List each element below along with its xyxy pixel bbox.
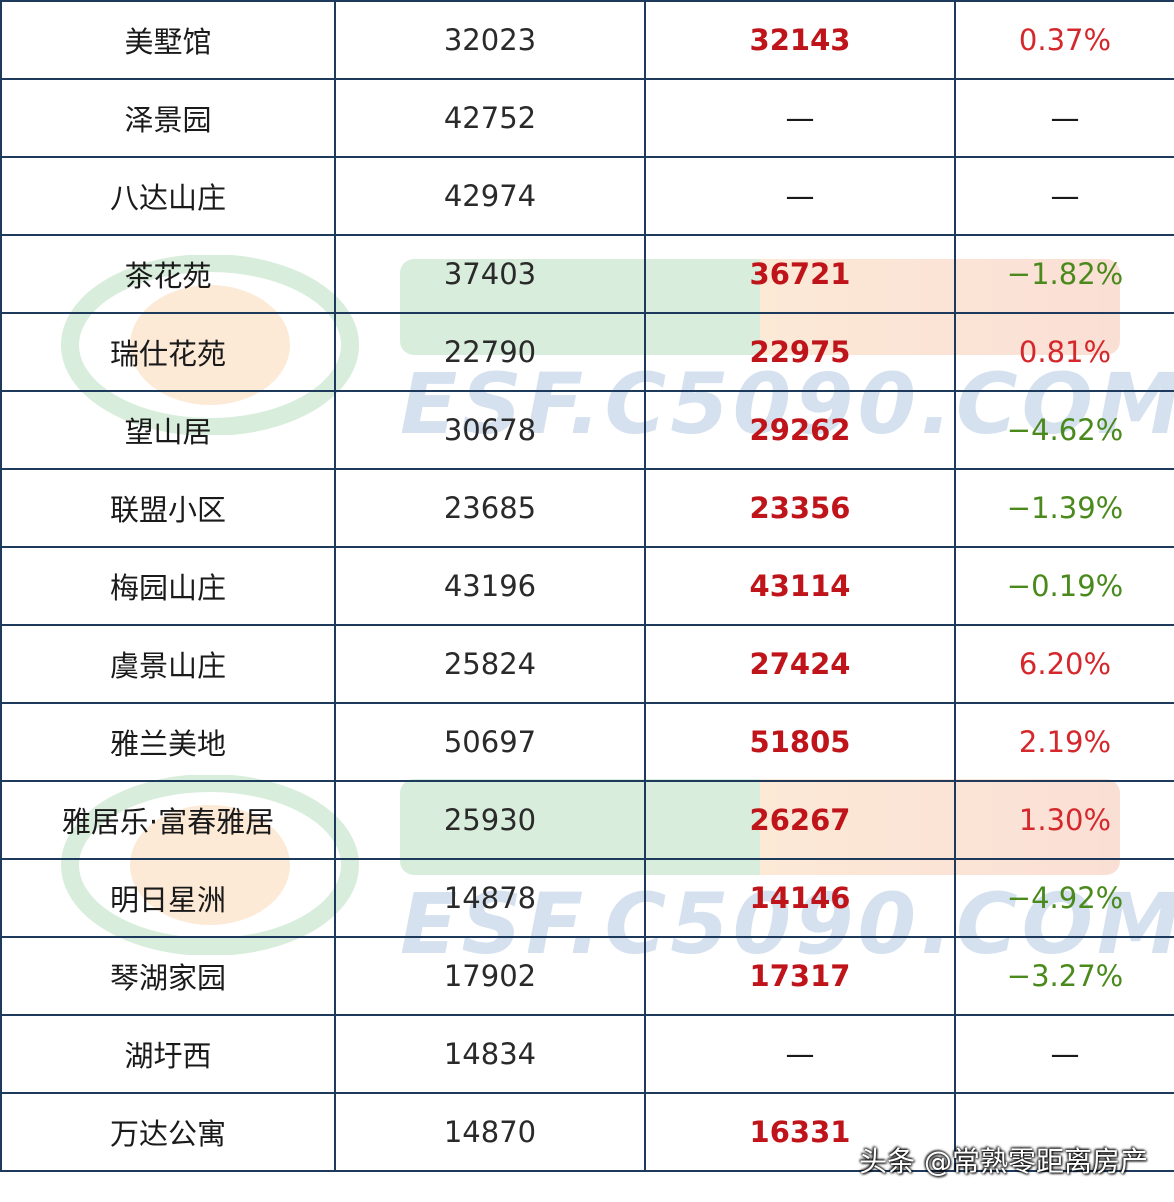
listing-price-cell: 14834 bbox=[334, 1014, 646, 1094]
community-name-cell: 雅居乐·富春雅居 bbox=[0, 780, 336, 860]
table-row: 望山居 30678 29262 −4.62% bbox=[0, 390, 1174, 470]
listing-price-cell: 32023 bbox=[334, 0, 646, 80]
community-name-cell: 联盟小区 bbox=[0, 468, 336, 548]
community-name-cell: 美墅馆 bbox=[0, 0, 336, 80]
table-row: 八达山庄 42974— — bbox=[0, 156, 1174, 236]
listing-price-cell: 30678 bbox=[334, 390, 646, 470]
price-change-cell: 0.81% bbox=[954, 312, 1174, 392]
listing-price-cell: 25824 bbox=[334, 624, 646, 704]
price-change-cell: −4.92% bbox=[954, 858, 1174, 938]
table-row: 万达公寓 14870 16331 bbox=[0, 1092, 1174, 1172]
community-name-cell: 明日星洲 bbox=[0, 858, 336, 938]
listing-price-cell: 42974 bbox=[334, 156, 646, 236]
community-name-cell: 茶花苑 bbox=[0, 234, 336, 314]
listing-price-cell: 23685 bbox=[334, 468, 646, 548]
price-change-cell: — bbox=[954, 1014, 1174, 1094]
current-price-cell: 14146 bbox=[644, 858, 956, 938]
price-change-cell: −4.62% bbox=[954, 390, 1174, 470]
table-row: 明日星洲 14878 14146 −4.92% bbox=[0, 858, 1174, 938]
current-price-cell: 23356 bbox=[644, 468, 956, 548]
current-price-cell: 29262 bbox=[644, 390, 956, 470]
table-row: 雅兰美地 50697 51805 2.19% bbox=[0, 702, 1174, 782]
listing-price-cell: 43196 bbox=[334, 546, 646, 626]
current-price-cell: 36721 bbox=[644, 234, 956, 314]
current-price-cell: 43114 bbox=[644, 546, 956, 626]
listing-price-cell: 14870 bbox=[334, 1092, 646, 1172]
community-name-cell: 虞景山庄 bbox=[0, 624, 336, 704]
price-change-cell: 1.30% bbox=[954, 780, 1174, 860]
current-price-cell: — bbox=[644, 78, 956, 158]
table-row: 虞景山庄 25824 27424 6.20% bbox=[0, 624, 1174, 704]
current-price-cell: 16331 bbox=[644, 1092, 956, 1172]
table-row: 湖圩西 14834— — bbox=[0, 1014, 1174, 1094]
attribution-watermark: 头条 @常熟零距离房产 bbox=[859, 1145, 1148, 1178]
price-change-cell: — bbox=[954, 78, 1174, 158]
table-row: 茶花苑 37403 36721 −1.82% bbox=[0, 234, 1174, 314]
current-price-cell: 27424 bbox=[644, 624, 956, 704]
current-price-cell: 26267 bbox=[644, 780, 956, 860]
listing-price-cell: 37403 bbox=[334, 234, 646, 314]
price-change-cell: −1.39% bbox=[954, 468, 1174, 548]
table-row: 雅居乐·富春雅居 25930 26267 1.30% bbox=[0, 780, 1174, 860]
price-change-cell: 0.37% bbox=[954, 0, 1174, 80]
community-name-cell: 雅兰美地 bbox=[0, 702, 336, 782]
community-name-cell: 泽景园 bbox=[0, 78, 336, 158]
table-row: 琴湖家园 17902 17317 −3.27% bbox=[0, 936, 1174, 1016]
current-price-cell: 22975 bbox=[644, 312, 956, 392]
table-row: 联盟小区 23685 23356 −1.39% bbox=[0, 468, 1174, 548]
price-change-cell: — bbox=[954, 156, 1174, 236]
community-name-cell: 八达山庄 bbox=[0, 156, 336, 236]
listing-price-cell: 22790 bbox=[334, 312, 646, 392]
price-table: 美墅馆 32023 32143 0.37% 泽景园 42752— — 八达山庄 42974— — 茶… bbox=[0, 0, 1174, 1172]
current-price-cell: 32143 bbox=[644, 0, 956, 80]
current-price-cell: — bbox=[644, 156, 956, 236]
community-name-cell: 望山居 bbox=[0, 390, 336, 470]
table-row: 梅园山庄 43196 43114 −0.19% bbox=[0, 546, 1174, 626]
community-name-cell: 万达公寓 bbox=[0, 1092, 336, 1172]
current-price-cell: 51805 bbox=[644, 702, 956, 782]
community-name-cell: 瑞仕花苑 bbox=[0, 312, 336, 392]
price-change-cell: −1.82% bbox=[954, 234, 1174, 314]
price-change-cell: 2.19% bbox=[954, 702, 1174, 782]
current-price-cell: — bbox=[644, 1014, 956, 1094]
listing-price-cell: 25930 bbox=[334, 780, 646, 860]
current-price-cell: 17317 bbox=[644, 936, 956, 1016]
price-change-cell bbox=[954, 1092, 1174, 1172]
price-change-cell: −0.19% bbox=[954, 546, 1174, 626]
community-name-cell: 梅园山庄 bbox=[0, 546, 336, 626]
listing-price-cell: 50697 bbox=[334, 702, 646, 782]
listing-price-cell: 14878 bbox=[334, 858, 646, 938]
community-name-cell: 琴湖家园 bbox=[0, 936, 336, 1016]
community-name-cell: 湖圩西 bbox=[0, 1014, 336, 1094]
table-row: 泽景园 42752— — bbox=[0, 78, 1174, 158]
table-row: 瑞仕花苑 22790 22975 0.81% bbox=[0, 312, 1174, 392]
price-change-cell: 6.20% bbox=[954, 624, 1174, 704]
price-change-cell: −3.27% bbox=[954, 936, 1174, 1016]
listing-price-cell: 42752 bbox=[334, 78, 646, 158]
table-row: 美墅馆 32023 32143 0.37% bbox=[0, 0, 1174, 80]
price-table-body: 美墅馆 32023 32143 0.37% 泽景园 42752— — 八达山庄 42974— — 茶… bbox=[0, 0, 1174, 1172]
listing-price-cell: 17902 bbox=[334, 936, 646, 1016]
